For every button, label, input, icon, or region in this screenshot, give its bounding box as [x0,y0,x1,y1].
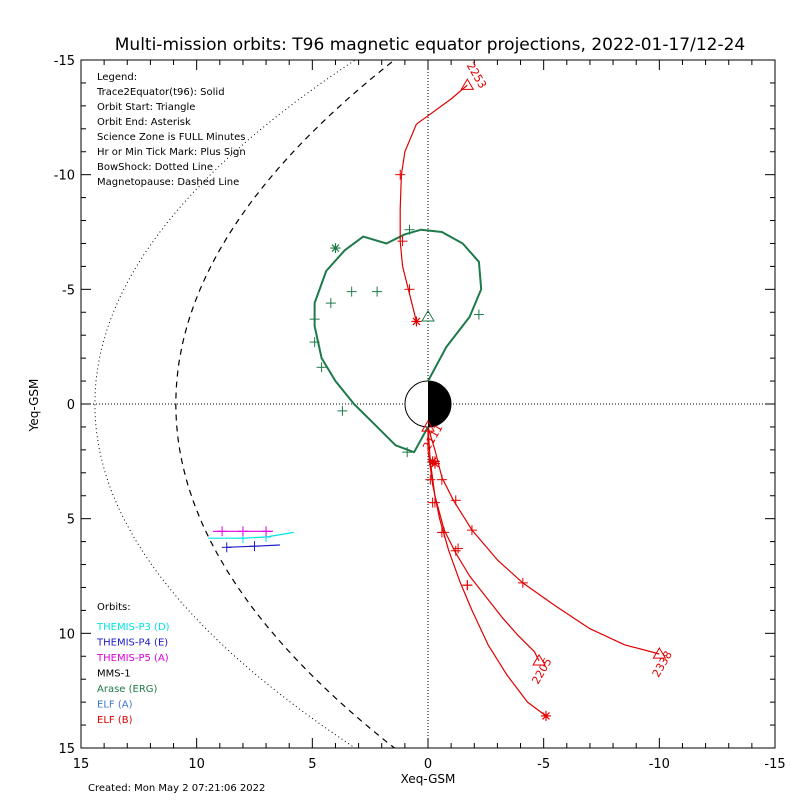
orbit-track [427,426,540,662]
legend-line: BowShock: Dotted Line [97,162,213,173]
x-tick-label: 10 [188,757,205,772]
orbit-start-triangle [421,419,435,432]
legend-line: Magnetopause: Dashed Line [97,177,239,188]
orbit-legend-entry: THEMIS-P3 (D) [96,622,170,633]
boundaries-layer [94,60,396,748]
magnetopause-line [175,60,396,748]
legend-line: Trace2Equator(t96): Solid [96,87,225,98]
y-tick-label: -15 [54,54,75,69]
orbit-start-triangle [460,78,475,90]
orbit-legend-entry: ELF (A) [97,700,133,711]
legend-line: Orbit End: Asterisk [97,117,191,128]
orbit-track [208,531,294,539]
y-tick-label: 10 [58,627,75,642]
y-axis-label: Yeq-GSM [27,379,41,433]
legend-layer: Legend: Trace2Equator(t96): Solid Orbit St… [96,72,246,726]
x-tick-label: -15 [764,757,785,772]
x-tick-label: 15 [73,757,90,772]
legend-line: Orbit Start: Triangle [97,102,195,113]
y-tick-label: -10 [54,169,75,184]
orbit-end-asterisk [542,711,550,720]
axes-layer: 15 10 5 0 -5 -10 -15 -15 -10 -5 0 5 10 15 [54,54,786,772]
orbit-end-asterisk [412,317,421,326]
orbit-legend-entry: THEMIS-P4 (E) [96,638,168,649]
orbit-end-asterisk [331,244,340,252]
legend-line: Science Zone is FULL Minutes [97,132,246,143]
y-tick-label: 0 [67,398,75,413]
orbit-legend-entry: THEMIS-P5 (A) [96,653,169,664]
orbits-legend-title: Orbits: [97,602,131,613]
orbit-legend-entry: ELF (B) [97,715,133,726]
earth-nightside [428,381,451,427]
orbit-track [313,228,483,454]
orbit-start-triangle [532,653,546,666]
orbit-legend-entry: MMS-1 [97,669,131,680]
y-tick-label: 15 [58,742,75,757]
x-tick-label: -10 [649,757,670,772]
orbit-start-triangle [421,309,435,322]
orbit-track [399,84,468,322]
x-tick-label: 5 [308,757,316,772]
x-axis-label: Xeq-GSM [401,772,456,786]
y-tick-label: -5 [62,283,75,298]
chart-title: Multi-mission orbits: T96 magnetic equat… [115,35,746,55]
x-tick-label: -5 [537,757,550,772]
orbit-track [427,426,547,717]
earth-layer [404,380,452,428]
legend-line: Hr or Min Tick Mark: Plus Sign [97,147,246,158]
orbit-track [427,426,660,655]
created-timestamp: Created: Mon May 2 07:21:06 2022 [88,783,265,794]
legend-line: Legend: [97,72,137,83]
orbit-legend-entry: Arase (ERG) [97,684,158,695]
orbit-start-triangle [652,646,667,659]
x-tick-label: 0 [424,757,432,772]
y-tick-label: 5 [67,513,75,528]
bowshock-line [94,60,357,748]
